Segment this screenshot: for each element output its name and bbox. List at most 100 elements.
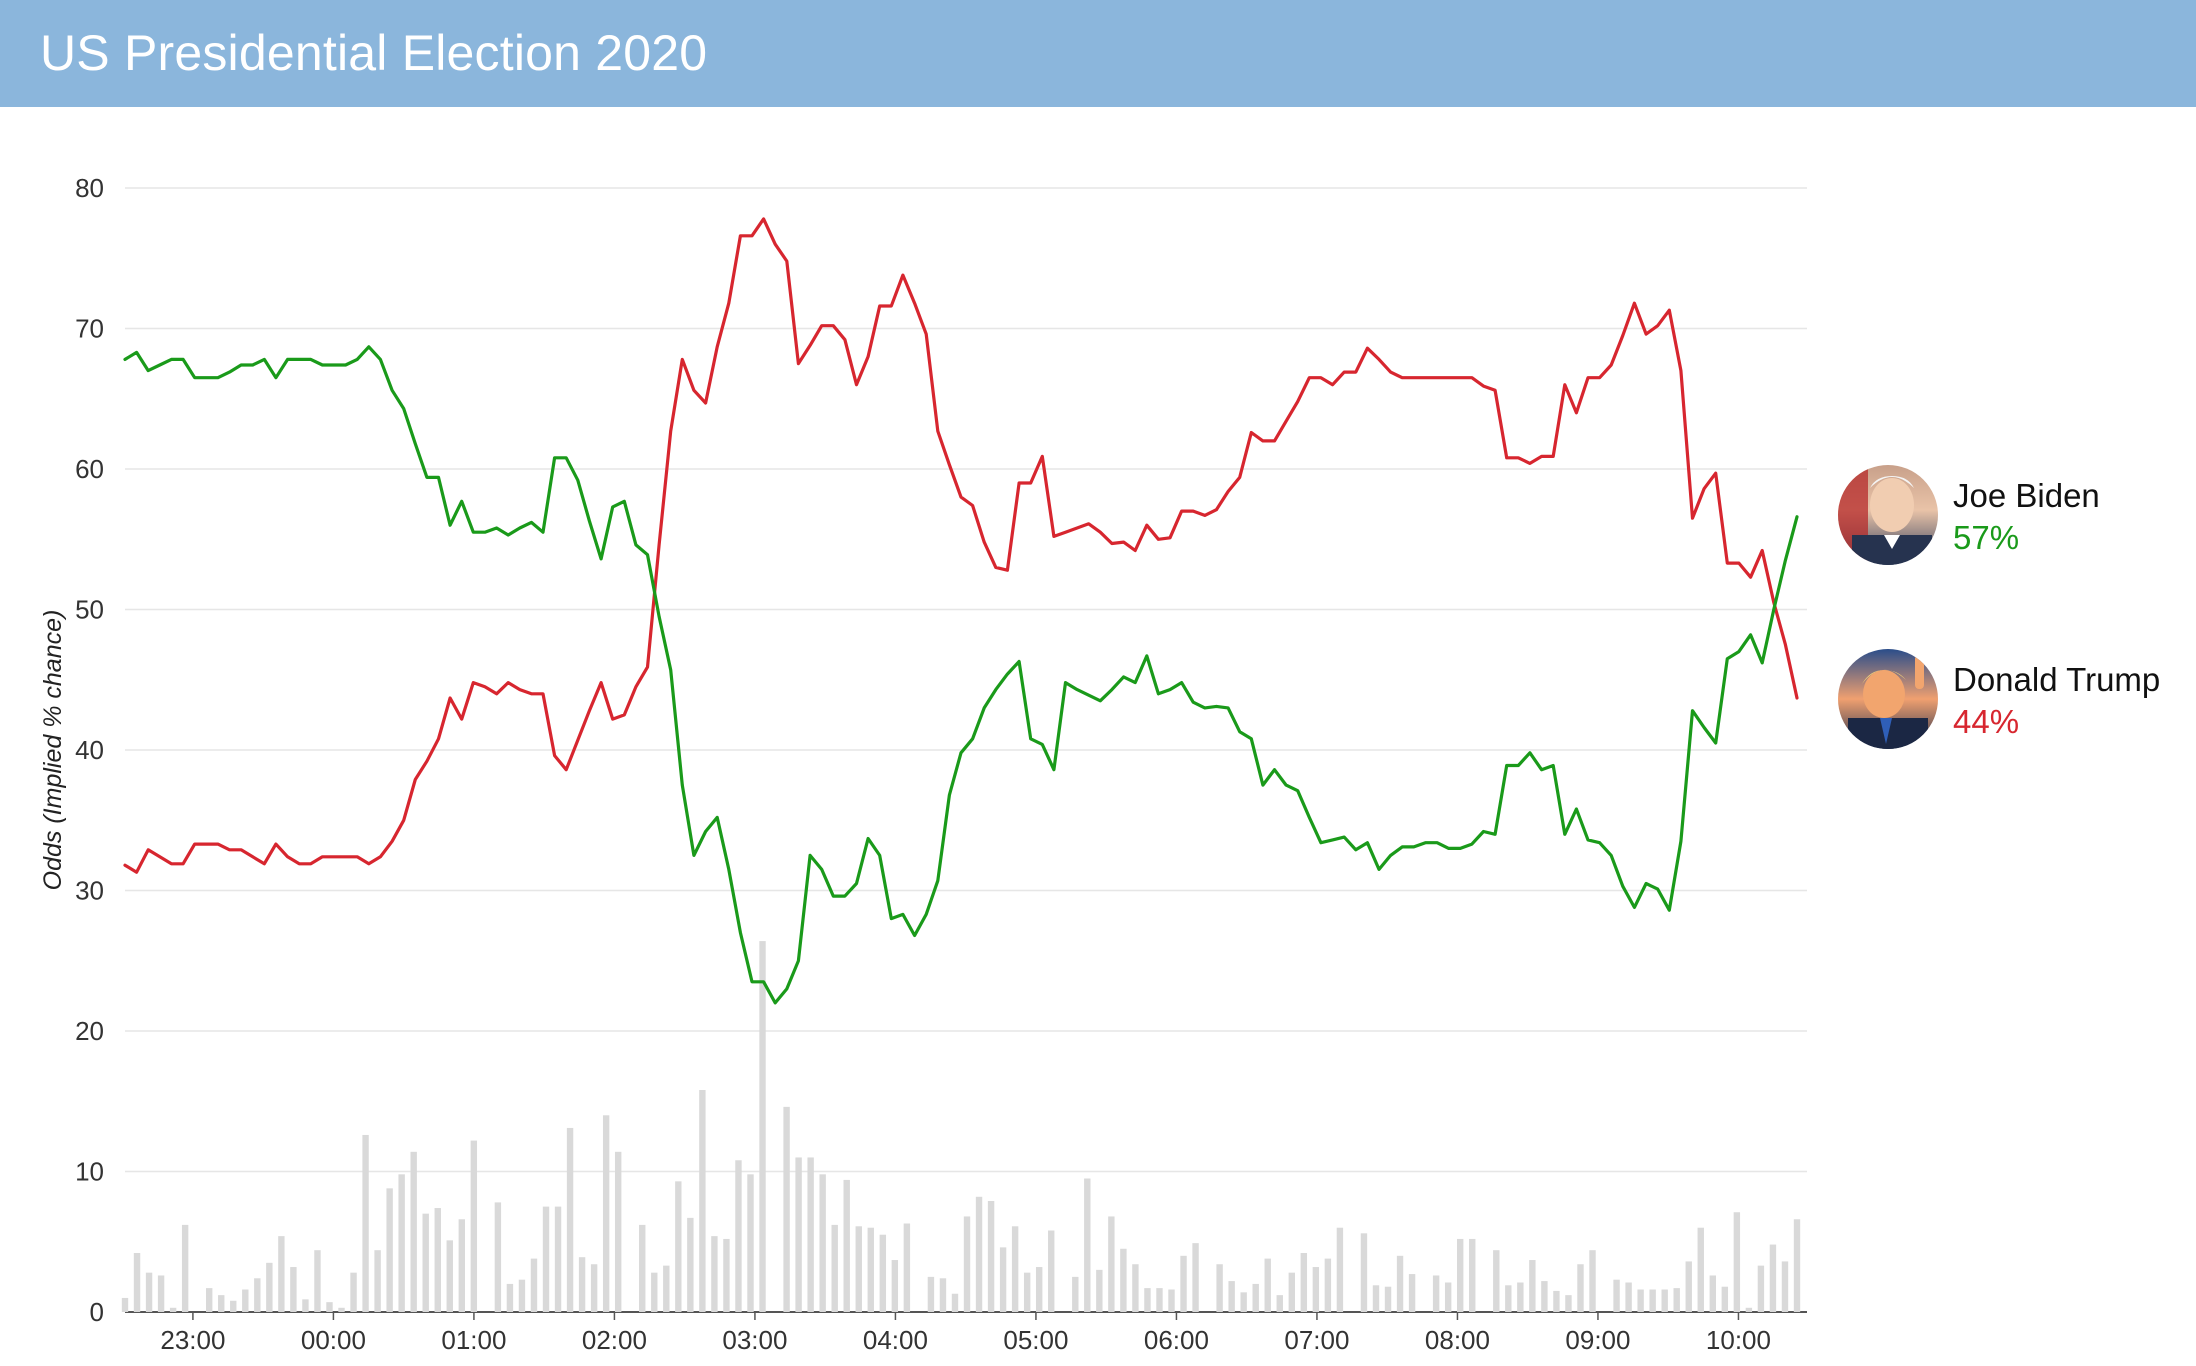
volume-bar (903, 1223, 911, 1312)
volume-bar (362, 1134, 369, 1312)
volume-bar (735, 1160, 742, 1312)
volume-bar (350, 1272, 357, 1312)
legend-item-biden[interactable]: Joe Biden 57% (1838, 465, 2100, 575)
y-tick-label: 70 (75, 314, 104, 344)
volume-bar (879, 1234, 887, 1312)
volume-bar (1661, 1289, 1668, 1312)
volume-bar (975, 1196, 983, 1312)
volume-bar (1372, 1285, 1380, 1312)
volume-bar (699, 1090, 706, 1312)
volume-bar (422, 1213, 429, 1312)
series-lines (123, 217, 1799, 1005)
volume-bar (687, 1217, 694, 1312)
volume-bar (1360, 1233, 1368, 1312)
volume-bar (1011, 1226, 1019, 1312)
volume-bar (1108, 1216, 1115, 1312)
volume-bar (855, 1226, 862, 1312)
volume-bar (121, 1297, 129, 1312)
gridlines (125, 187, 1807, 1313)
volume-bar (1613, 1279, 1620, 1312)
volume-bar (795, 1157, 802, 1312)
volume-bar (410, 1151, 417, 1312)
volume-bar (1456, 1238, 1464, 1312)
volume-bar (1529, 1260, 1536, 1312)
volume-bar (206, 1288, 213, 1312)
volume-bar (1577, 1264, 1584, 1312)
volume-bar (1781, 1261, 1789, 1312)
volume-bar (1793, 1219, 1801, 1312)
y-axis-label: Odds (Implied % chance) (39, 610, 67, 891)
volume-bar (1625, 1282, 1632, 1312)
volume-bar (1565, 1295, 1572, 1312)
volume-bar (590, 1264, 598, 1312)
volume-bar (1493, 1250, 1500, 1312)
volume-bar (1276, 1295, 1283, 1312)
volume-bar (807, 1157, 814, 1312)
volume-bar (1408, 1274, 1416, 1312)
volume-bar (831, 1224, 838, 1312)
volume-bar (614, 1151, 622, 1312)
volume-bar (1072, 1276, 1079, 1312)
volume-bar (1396, 1255, 1404, 1312)
volume-bar (1685, 1261, 1692, 1312)
volume-bar (1144, 1288, 1151, 1312)
volume-bar (747, 1174, 754, 1312)
volume-bar (1132, 1264, 1139, 1312)
y-tick-label: 20 (75, 1016, 104, 1046)
volume-bar (302, 1299, 309, 1312)
legend-pct-trump: 44% (1953, 703, 2019, 740)
legend-name-biden: Joe Biden (1953, 477, 2100, 514)
volume-bar (1505, 1285, 1512, 1312)
volume-bar (218, 1295, 225, 1312)
volume-bar (458, 1219, 466, 1312)
volume-bar (963, 1216, 971, 1312)
volume-bar (1264, 1258, 1271, 1312)
volume-bar (230, 1300, 237, 1312)
volume-bar (1517, 1282, 1524, 1312)
volume-bar (1697, 1227, 1704, 1312)
volume-bar (446, 1240, 453, 1312)
volume-bar (783, 1106, 790, 1312)
volume-bar (181, 1224, 189, 1312)
volume-bar (1192, 1243, 1199, 1312)
y-tick-label: 10 (75, 1157, 104, 1187)
volume-bar (290, 1267, 297, 1312)
volume-bar (675, 1181, 682, 1312)
x-tick-label: 09:00 (1565, 1325, 1630, 1355)
volume-bar (1252, 1283, 1259, 1312)
legend-item-trump[interactable]: Donald Trump 44% (1838, 649, 2160, 758)
volume-bar (398, 1174, 405, 1312)
y-tick-label: 80 (75, 173, 104, 203)
volume-bar (133, 1252, 141, 1312)
volume-bar (278, 1236, 285, 1312)
volume-bar (759, 941, 766, 1312)
volume-bar (1469, 1238, 1476, 1312)
volume-bar (1048, 1230, 1055, 1312)
volume-bar (1709, 1275, 1716, 1312)
x-tick-label: 02:00 (582, 1325, 647, 1355)
volume-bar (242, 1289, 249, 1312)
series-line-joe-biden (123, 345, 1799, 1005)
volume-bar (1589, 1250, 1596, 1312)
volume-bar (1721, 1286, 1729, 1312)
volume-bar (1168, 1289, 1175, 1312)
volume-bar (867, 1227, 874, 1312)
volume-bar (1553, 1290, 1560, 1312)
page-title: US Presidential Election 2020 (40, 25, 708, 81)
volume-bar (1444, 1282, 1452, 1312)
volume-bar (314, 1250, 321, 1312)
volume-bar (663, 1265, 670, 1312)
volume-bars (121, 941, 1801, 1312)
volume-bar (651, 1272, 658, 1312)
volume-bar (326, 1302, 333, 1312)
volume-bar (951, 1293, 959, 1312)
volume-bar (1156, 1288, 1163, 1312)
volume-bar (1240, 1292, 1247, 1312)
volume-bar (1228, 1281, 1235, 1312)
volume-bar (1023, 1272, 1031, 1312)
x-tick-label: 10:00 (1706, 1325, 1771, 1355)
y-tick-label: 50 (75, 595, 104, 625)
legend: Joe Biden 57% Donald Trump 44% (1838, 465, 2160, 758)
x-tick-label: 23:00 (160, 1325, 225, 1355)
volume-bar (1673, 1288, 1680, 1312)
